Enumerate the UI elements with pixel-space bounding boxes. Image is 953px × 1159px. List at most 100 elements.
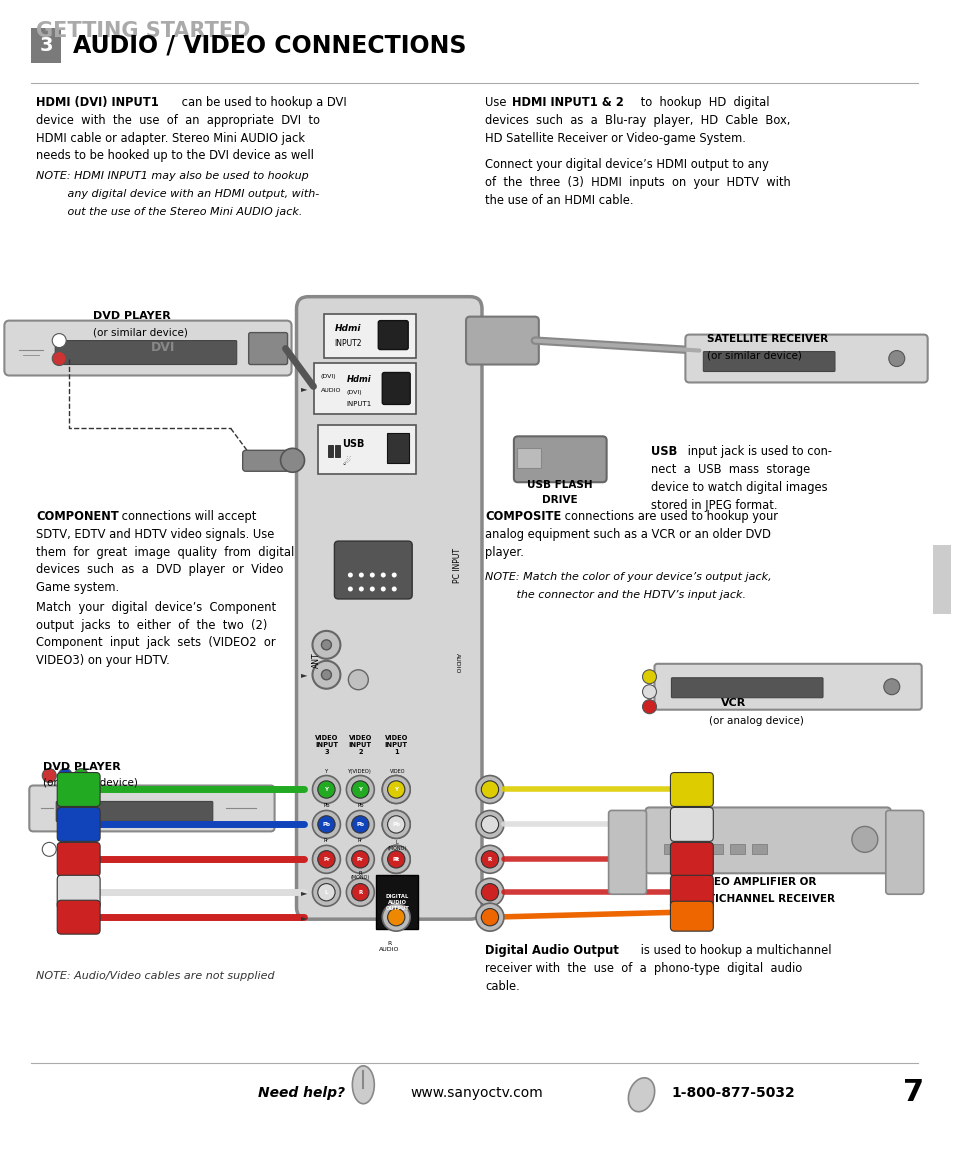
Text: Pb: Pb (322, 822, 330, 826)
FancyBboxPatch shape (55, 341, 236, 365)
Circle shape (481, 781, 498, 799)
FancyBboxPatch shape (702, 351, 834, 372)
Text: can be used to hookup a DVI: can be used to hookup a DVI (177, 96, 346, 109)
Text: (or similar device): (or similar device) (706, 350, 801, 360)
Circle shape (392, 586, 396, 591)
Circle shape (313, 810, 340, 838)
FancyBboxPatch shape (387, 433, 409, 464)
Text: connections will accept: connections will accept (118, 510, 256, 523)
Text: (or similar device): (or similar device) (43, 778, 138, 787)
Circle shape (42, 768, 56, 782)
FancyBboxPatch shape (654, 664, 921, 709)
FancyBboxPatch shape (466, 316, 538, 365)
Text: R: R (358, 872, 362, 876)
Text: out the use of the Stereo Mini AUDIO jack.: out the use of the Stereo Mini AUDIO jac… (36, 206, 302, 217)
Text: player.: player. (484, 546, 523, 559)
FancyBboxPatch shape (5, 321, 292, 376)
Text: GETTING STARTED: GETTING STARTED (36, 21, 251, 42)
Circle shape (346, 775, 374, 803)
Text: MULTICHANNEL RECEIVER: MULTICHANNEL RECEIVER (683, 895, 835, 904)
Circle shape (476, 903, 503, 931)
Circle shape (58, 843, 72, 857)
Text: 1-800-877-5032: 1-800-877-5032 (671, 1086, 795, 1100)
Text: Pb: Pb (392, 822, 400, 826)
Circle shape (380, 573, 385, 577)
Circle shape (313, 845, 340, 873)
Circle shape (392, 573, 396, 577)
Text: R: R (357, 890, 362, 895)
Circle shape (382, 903, 410, 931)
FancyBboxPatch shape (328, 445, 333, 458)
Text: DVI: DVI (151, 341, 175, 353)
Text: AUDIO: AUDIO (454, 653, 459, 673)
Text: (DVI): (DVI) (346, 389, 361, 395)
Text: R: R (487, 857, 492, 862)
Text: NOTE: Match the color of your device’s output jack,: NOTE: Match the color of your device’s o… (484, 573, 771, 582)
FancyBboxPatch shape (663, 845, 679, 854)
Circle shape (387, 781, 404, 799)
FancyBboxPatch shape (57, 773, 100, 807)
Text: USB: USB (342, 439, 364, 450)
Circle shape (313, 630, 340, 658)
Text: HDMI cable or adapter. Stereo Mini AUDIO jack: HDMI cable or adapter. Stereo Mini AUDIO… (36, 132, 305, 145)
Text: Pr: Pr (323, 857, 330, 862)
Text: USB: USB (651, 445, 677, 458)
Circle shape (280, 449, 304, 472)
Text: the connector and the HDTV’s input jack.: the connector and the HDTV’s input jack. (484, 590, 745, 600)
Circle shape (346, 810, 374, 838)
FancyBboxPatch shape (30, 786, 274, 831)
Circle shape (476, 775, 503, 803)
FancyBboxPatch shape (57, 808, 100, 841)
Circle shape (313, 661, 340, 688)
Text: ANT: ANT (312, 653, 320, 668)
Circle shape (481, 909, 498, 926)
Circle shape (346, 845, 374, 873)
FancyBboxPatch shape (249, 333, 287, 365)
Text: VIDEO: VIDEO (389, 768, 405, 773)
Circle shape (641, 670, 656, 684)
Text: VIDEO3) on your HDTV.: VIDEO3) on your HDTV. (36, 654, 170, 668)
Text: DVD PLAYER: DVD PLAYER (43, 761, 121, 772)
Circle shape (58, 768, 72, 782)
Circle shape (387, 816, 404, 833)
Text: HD Satellite Receiver or Video-game System.: HD Satellite Receiver or Video-game Syst… (484, 132, 745, 145)
Text: ►: ► (301, 384, 307, 393)
Circle shape (313, 879, 340, 906)
Text: Y: Y (394, 787, 397, 792)
FancyBboxPatch shape (608, 810, 646, 895)
Text: STEREO AMPLIFIER OR: STEREO AMPLIFIER OR (683, 877, 816, 888)
Circle shape (851, 826, 877, 852)
Text: HDMI INPUT1 & 2: HDMI INPUT1 & 2 (512, 96, 623, 109)
Text: Use: Use (484, 96, 510, 109)
FancyBboxPatch shape (670, 773, 713, 807)
FancyBboxPatch shape (729, 845, 744, 854)
Circle shape (382, 810, 410, 838)
Circle shape (641, 700, 656, 714)
Text: Pb: Pb (323, 803, 330, 809)
FancyBboxPatch shape (31, 28, 61, 64)
Text: AUDIO: AUDIO (320, 388, 340, 393)
Text: PC INPUT: PC INPUT (452, 547, 461, 583)
Text: COMPONENT: COMPONENT (36, 510, 119, 523)
Circle shape (382, 810, 410, 838)
Text: them  for  great  image  quality  from  digital: them for great image quality from digita… (36, 546, 294, 559)
Text: VIDEO
INPUT
2: VIDEO INPUT 2 (348, 735, 372, 755)
Circle shape (387, 816, 404, 833)
Circle shape (42, 843, 56, 857)
FancyBboxPatch shape (645, 808, 890, 873)
FancyBboxPatch shape (684, 335, 926, 382)
Text: analog equipment such as a VCR or an older DVD: analog equipment such as a VCR or an old… (484, 527, 770, 541)
Circle shape (317, 851, 335, 868)
Text: AUDIO / VIDEO CONNECTIONS: AUDIO / VIDEO CONNECTIONS (73, 34, 466, 58)
Text: stored in JPEG format.: stored in JPEG format. (651, 498, 778, 511)
FancyBboxPatch shape (382, 372, 410, 404)
Circle shape (358, 586, 363, 591)
Text: input jack is used to con-: input jack is used to con- (683, 445, 832, 458)
Circle shape (387, 781, 404, 799)
FancyBboxPatch shape (670, 808, 713, 841)
FancyBboxPatch shape (514, 436, 606, 482)
Text: cable.: cable. (484, 979, 519, 992)
Text: DIGITAL
AUDIO
OUTPUT: DIGITAL AUDIO OUTPUT (385, 894, 409, 911)
FancyBboxPatch shape (242, 451, 294, 472)
Text: Need help?: Need help? (258, 1086, 345, 1100)
